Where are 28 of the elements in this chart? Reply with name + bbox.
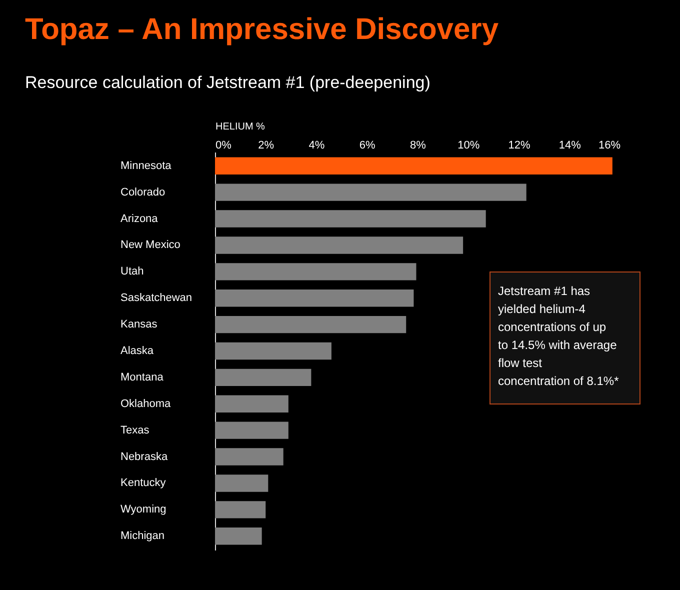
y-tick-label: Wyoming [120,504,166,516]
y-tick-label: Kentucky [120,477,166,490]
chart-title: Topaz – An Impressive Discovery [25,13,499,46]
x-tick-label: 6% [359,140,376,152]
x-tick-label: 14% [558,140,582,152]
y-tick-label: New Mexico [120,239,180,252]
x-axis-title: HELIUM % [216,122,266,132]
x-tick-label: 16% [598,140,621,152]
chart-subtitle: Resource calculation of Jetstream #1 (pre-deepening) [25,73,430,92]
y-tick-label: Colorado [120,186,166,198]
y-tick-label: Texas [120,424,150,436]
annotation: Jetstream #1 has yielded helium-4 concentrations of up to 14.5% with average flow test concentration of 8.1%* [498,284,620,388]
y-tick-label: Minnesota [120,160,172,172]
y-tick-label: Arizona [120,212,159,225]
y-tick-label: Nebraska [120,450,168,463]
y-tick-label: Michigan [120,530,165,542]
x-tick-label: 8% [410,140,426,152]
y-tick-label: Oklahoma [120,398,172,410]
x-tick-label: 12% [508,140,530,152]
y-tick-label: Kansas [120,318,158,331]
y-tick-label: Montana [120,371,164,384]
y-tick-label: Saskatchewan [120,292,192,304]
x-tick-label: 10% [458,140,480,152]
x-tick-label: 2% [258,140,274,152]
y-tick-label: Utah [120,266,144,278]
y-tick-label: Alaska [120,345,154,357]
x-tick-label: 4% [308,140,325,152]
x-tick-label: 0% [216,140,232,152]
